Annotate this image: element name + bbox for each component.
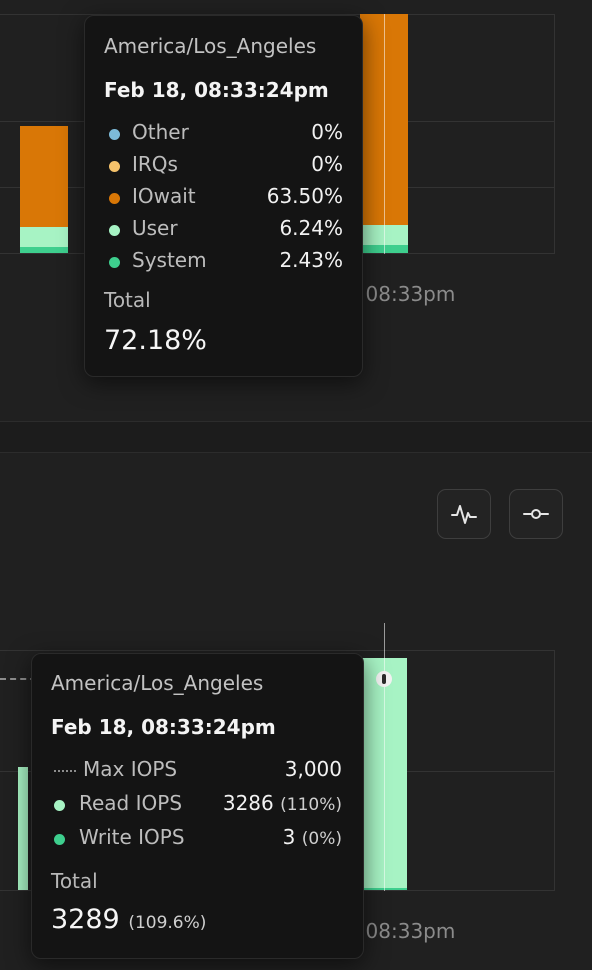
tooltip-row-percent: (110%) (280, 795, 342, 815)
line-chart-icon (451, 505, 477, 524)
tooltip-datetime: Feb 18, 08:33:24pm (51, 715, 276, 739)
tooltip-row-label: Write IOPS (79, 825, 185, 849)
tooltip-row-irqs: IRQs 0% (109, 152, 343, 180)
tooltip-total-percent: (109.6%) (128, 913, 207, 933)
tooltip-row-value: 0% (311, 120, 343, 144)
tooltip-timezone: America/Los_Angeles (51, 671, 264, 695)
grid-line (0, 650, 555, 651)
tooltip-row-write-iops: Write IOPS 3 (0%) (54, 825, 342, 853)
tooltip-datetime: Feb 18, 08:33:24pm (104, 78, 329, 102)
iowait-legend-dot-icon (109, 193, 120, 204)
write-iops-legend-dot-icon (54, 834, 65, 845)
cpu-usage-panel: Feb 18, 2026, 08:33pm America/Los_Angele… (0, 0, 592, 422)
tooltip-row-label: User (132, 216, 178, 240)
tooltip-total-value: 3289 (51, 904, 120, 935)
hover-cursor-line (384, 623, 385, 891)
cpu-tooltip: America/Los_Angeles Feb 18, 08:33:24pm O… (84, 15, 363, 377)
tooltip-row-label: IRQs (132, 152, 178, 176)
tooltip-row-value: 6.24% (279, 216, 343, 240)
tooltip-row-iowait: IOwait 63.50% (109, 184, 343, 212)
grid-line (554, 650, 555, 891)
read-iops-bar[interactable] (360, 658, 407, 890)
grid-line (554, 14, 555, 254)
tooltip-total-label: Total (104, 288, 151, 312)
tooltip-row-value: 3 (282, 825, 296, 849)
tooltip-timezone: America/Los_Angeles (104, 34, 317, 58)
disk-iops-panel: Feb 18, 2026, 08:33pm America/Los_Angele… (0, 452, 592, 970)
write-iops-bar[interactable] (360, 888, 407, 890)
read-iops-legend-dot-icon (54, 800, 65, 811)
tooltip-row-user: User 6.24% (109, 216, 343, 244)
tooltip-row-value: 3286 (222, 791, 274, 815)
grid-line (0, 14, 555, 15)
tooltip-row-value: 63.50% (266, 184, 343, 208)
tooltip-row-percent: (0%) (301, 829, 342, 849)
other-legend-dot-icon (109, 129, 120, 140)
bar-segment-system[interactable] (20, 247, 68, 253)
tooltip-row-other: Other 0% (109, 120, 343, 148)
tooltip-row-label: System (132, 248, 207, 272)
read-iops-bar[interactable] (18, 767, 28, 890)
tooltip-total-group: 3289 (109.6%) (51, 904, 206, 935)
max-iops-marker-icon (376, 671, 392, 687)
tooltip-row-read-iops: Read IOPS 3286 (110%) (54, 791, 342, 819)
user-legend-dot-icon (109, 225, 120, 236)
bar-segment-user[interactable] (20, 227, 68, 247)
tooltip-row-value: 3,000 (284, 757, 342, 781)
commit-node-icon (523, 509, 549, 519)
tooltip-row-value-group: 3286 (110%) (223, 791, 342, 815)
tooltip-row-label: Read IOPS (79, 791, 183, 815)
hover-cursor-line (384, 14, 385, 254)
tooltip-total-label: Total (51, 869, 98, 893)
tooltip-row-value: 2.43% (279, 248, 343, 272)
tooltip-row-label: Max IOPS (83, 757, 178, 781)
system-legend-dot-icon (109, 257, 120, 268)
tooltip-row-label: Other (132, 120, 189, 144)
tooltip-row-max-iops: Max IOPS 3,000 (54, 757, 342, 785)
marker-toggle-button[interactable] (509, 489, 563, 539)
bar-segment-iowait[interactable] (20, 126, 68, 227)
tooltip-total-value: 72.18% (104, 325, 207, 356)
iops-tooltip: America/Los_Angeles Feb 18, 08:33:24pm M… (31, 653, 364, 959)
irqs-legend-dot-icon (109, 161, 120, 172)
max-iops-dash-icon (54, 770, 76, 772)
tooltip-row-label: IOwait (132, 184, 196, 208)
tooltip-row-system: System 2.43% (109, 248, 343, 276)
chart-type-toggle-button[interactable] (437, 489, 491, 539)
tooltip-row-value: 0% (311, 152, 343, 176)
tooltip-row-value-group: 3 (0%) (283, 825, 342, 849)
